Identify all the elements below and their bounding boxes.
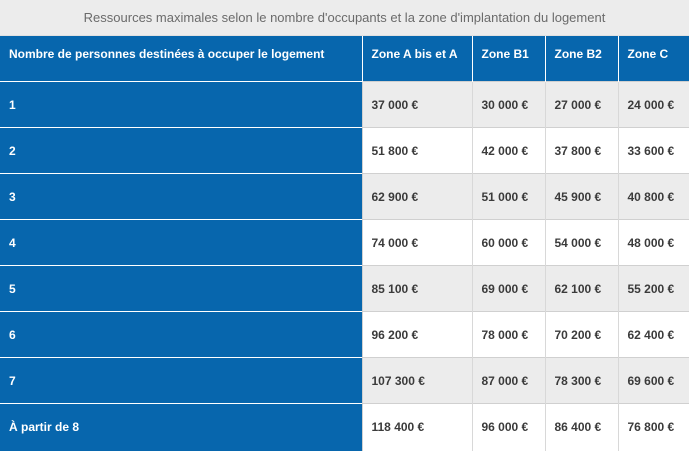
zone-b2-cell: 62 100 € (545, 264, 619, 311)
zone-c-cell: 33 600 € (618, 126, 689, 173)
header-zone-a-bis-a: Zone A bis et A (362, 36, 473, 81)
header-zone-b1: Zone B1 (472, 36, 546, 81)
zone-b1-cell: 30 000 € (472, 80, 546, 127)
zone-b1-cell: 87 000 € (472, 356, 546, 403)
occupants-cell: 4 (0, 218, 363, 265)
zone-c-cell: 40 800 € (618, 172, 689, 219)
zone-b1-cell: 51 000 € (472, 172, 546, 219)
zone-b2-cell: 86 400 € (545, 402, 619, 451)
occupants-cell: 7 (0, 356, 363, 403)
zone-a-bis-a-cell: 74 000 € (362, 218, 473, 265)
header-row: Nombre de personnes destinées à occuper … (0, 36, 689, 81)
header-zone-b2: Zone B2 (545, 36, 619, 81)
occupants-cell: 2 (0, 126, 363, 173)
occupants-cell: 1 (0, 80, 363, 127)
table-body: 1 37 000 € 30 000 € 27 000 € 24 000 € 2 … (0, 80, 689, 451)
zone-b1-cell: 69 000 € (472, 264, 546, 311)
zone-a-bis-a-cell: 96 200 € (362, 310, 473, 357)
zone-c-cell: 76 800 € (618, 402, 689, 451)
zone-a-bis-a-cell: 107 300 € (362, 356, 473, 403)
zone-c-cell: 48 000 € (618, 218, 689, 265)
zone-b2-cell: 37 800 € (545, 126, 619, 173)
zone-b1-cell: 42 000 € (472, 126, 546, 173)
table-row: À partir de 8 118 400 € 96 000 € 86 400 … (0, 402, 689, 451)
zone-b1-cell: 78 000 € (472, 310, 546, 357)
table-row: 4 74 000 € 60 000 € 54 000 € 48 000 € (0, 218, 689, 265)
occupants-cell: 6 (0, 310, 363, 357)
zone-b2-cell: 54 000 € (545, 218, 619, 265)
occupants-cell: 5 (0, 264, 363, 311)
table-row: 2 51 800 € 42 000 € 37 800 € 33 600 € (0, 126, 689, 173)
table-row: 5 85 100 € 69 000 € 62 100 € 55 200 € (0, 264, 689, 311)
zone-a-bis-a-cell: 85 100 € (362, 264, 473, 311)
zone-b2-cell: 70 200 € (545, 310, 619, 357)
table-row: 1 37 000 € 30 000 € 27 000 € 24 000 € (0, 80, 689, 127)
zone-c-cell: 24 000 € (618, 80, 689, 127)
table-row: 6 96 200 € 78 000 € 70 200 € 62 400 € (0, 310, 689, 357)
occupants-cell: 3 (0, 172, 363, 219)
zone-a-bis-a-cell: 37 000 € (362, 80, 473, 127)
zone-b1-cell: 60 000 € (472, 218, 546, 265)
header-zone-c: Zone C (618, 36, 689, 81)
zone-b2-cell: 45 900 € (545, 172, 619, 219)
table-row: 3 62 900 € 51 000 € 45 900 € 40 800 € (0, 172, 689, 219)
header-occupants: Nombre de personnes destinées à occuper … (0, 36, 363, 81)
resources-table: Nombre de personnes destinées à occuper … (0, 36, 689, 451)
zone-a-bis-a-cell: 62 900 € (362, 172, 473, 219)
zone-b1-cell: 96 000 € (472, 402, 546, 451)
table-header: Nombre de personnes destinées à occuper … (0, 36, 689, 81)
table-row: 7 107 300 € 87 000 € 78 300 € 69 600 € (0, 356, 689, 403)
zone-c-cell: 69 600 € (618, 356, 689, 403)
occupants-cell: À partir de 8 (0, 402, 363, 451)
zone-b2-cell: 27 000 € (545, 80, 619, 127)
zone-c-cell: 62 400 € (618, 310, 689, 357)
table-caption: Ressources maximales selon le nombre d'o… (0, 0, 689, 36)
zone-b2-cell: 78 300 € (545, 356, 619, 403)
zone-c-cell: 55 200 € (618, 264, 689, 311)
zone-a-bis-a-cell: 118 400 € (362, 402, 473, 451)
zone-a-bis-a-cell: 51 800 € (362, 126, 473, 173)
